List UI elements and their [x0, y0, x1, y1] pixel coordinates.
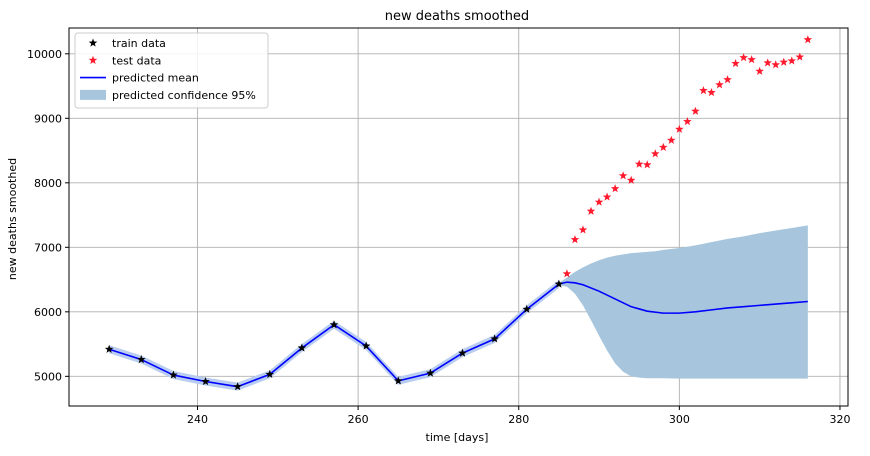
- test-point: [626, 175, 636, 184]
- train-point: [201, 376, 210, 386]
- x-tick-label: 260: [348, 413, 369, 426]
- test-point: [715, 80, 724, 89]
- test-point: [803, 35, 813, 44]
- test-point: [562, 269, 572, 278]
- train-point: [104, 344, 114, 353]
- test-point: [771, 60, 780, 69]
- x-tick-label: 280: [508, 413, 529, 426]
- test-point: [618, 171, 628, 180]
- test-point: [667, 135, 676, 144]
- legend-patch-marker: [80, 89, 106, 100]
- x-tick-label: 240: [187, 413, 208, 426]
- test-point: [707, 88, 716, 97]
- legend-entry-label: predicted mean: [112, 72, 199, 85]
- chart-title: new deaths smoothed: [385, 9, 529, 24]
- y-tick-label: 10000: [27, 48, 62, 61]
- test-point: [594, 197, 604, 206]
- y-tick-label: 6000: [34, 306, 62, 319]
- test-point: [747, 55, 756, 64]
- train-point: [137, 355, 146, 364]
- test-point: [578, 225, 588, 234]
- test-point: [691, 106, 700, 115]
- test-point: [755, 66, 764, 75]
- train-point: [233, 382, 242, 391]
- x-axis-label: time [days]: [426, 431, 489, 444]
- train-point: [169, 370, 178, 379]
- test-point: [586, 206, 596, 215]
- test-point: [642, 160, 652, 169]
- y-tick-label: 9000: [34, 112, 62, 125]
- train-point: [554, 279, 564, 288]
- legend-star-marker: [88, 38, 98, 47]
- train-point: [361, 341, 371, 350]
- forecast-confidence-band: [558, 225, 808, 379]
- test-point: [675, 124, 684, 133]
- y-tick-label: 8000: [34, 177, 62, 190]
- axis-ticks: 240 260 280 300 320 5000 6000 7000 8000 9000 10000: [27, 48, 850, 426]
- predicted-mean-line: [108, 281, 808, 388]
- legend-entry-label: train data: [112, 37, 166, 50]
- test-point: [787, 56, 797, 65]
- y-axis-label: new deaths smoothed: [6, 158, 19, 280]
- test-point: [763, 58, 772, 67]
- train-point: [393, 376, 403, 385]
- legend-star-marker: [88, 55, 98, 64]
- test-point: [683, 117, 692, 126]
- train-point: [426, 368, 435, 377]
- test-point: [650, 149, 660, 158]
- test-point: [795, 52, 805, 61]
- test-point: [779, 57, 789, 66]
- train-point: [522, 304, 532, 313]
- predicted-mean-polyline: [108, 281, 808, 388]
- train-point: [265, 369, 275, 379]
- test-point: [634, 159, 644, 168]
- test-point: [659, 142, 668, 151]
- test-point: [570, 235, 580, 244]
- test-point: [602, 192, 612, 201]
- legend-entry-label: predicted confidence 95%: [112, 89, 256, 102]
- plot-frame: [68, 27, 849, 407]
- train-point: [490, 334, 499, 343]
- train-point: [458, 348, 467, 357]
- x-tick-label: 300: [669, 413, 690, 426]
- y-tick-label: 5000: [34, 370, 62, 383]
- test-point: [699, 86, 708, 95]
- legend-entry-label: test data: [112, 54, 161, 67]
- x-tick-label: 320: [829, 413, 850, 426]
- test-data-points: [562, 35, 813, 278]
- test-point: [610, 184, 620, 193]
- legend: train data test data predicted mean predict…: [74, 32, 269, 109]
- test-point: [723, 75, 732, 84]
- train-point: [297, 343, 307, 352]
- y-tick-label: 7000: [34, 241, 62, 254]
- test-point: [731, 58, 740, 68]
- train-point: [329, 320, 339, 329]
- train-data-points: [104, 279, 564, 391]
- legend-box: [74, 32, 269, 109]
- test-point: [739, 53, 748, 62]
